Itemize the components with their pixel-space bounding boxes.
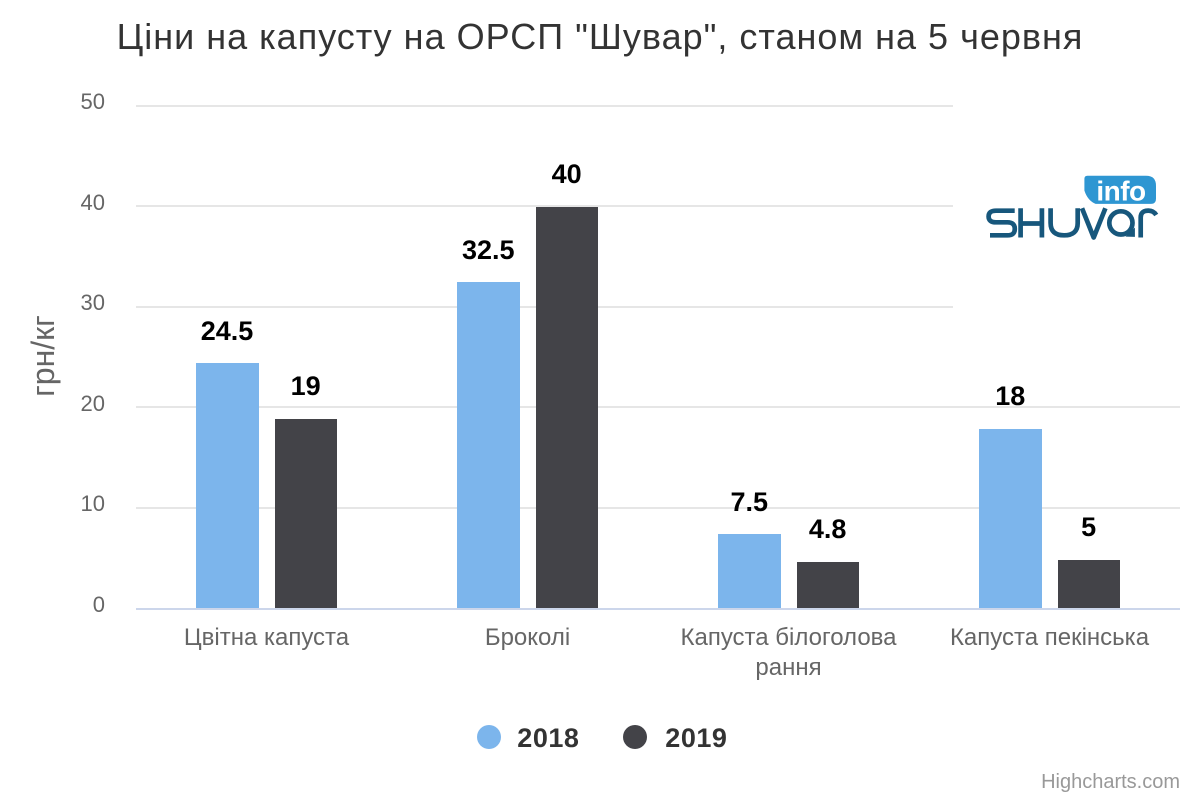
svg-text:info: info	[1096, 176, 1146, 207]
